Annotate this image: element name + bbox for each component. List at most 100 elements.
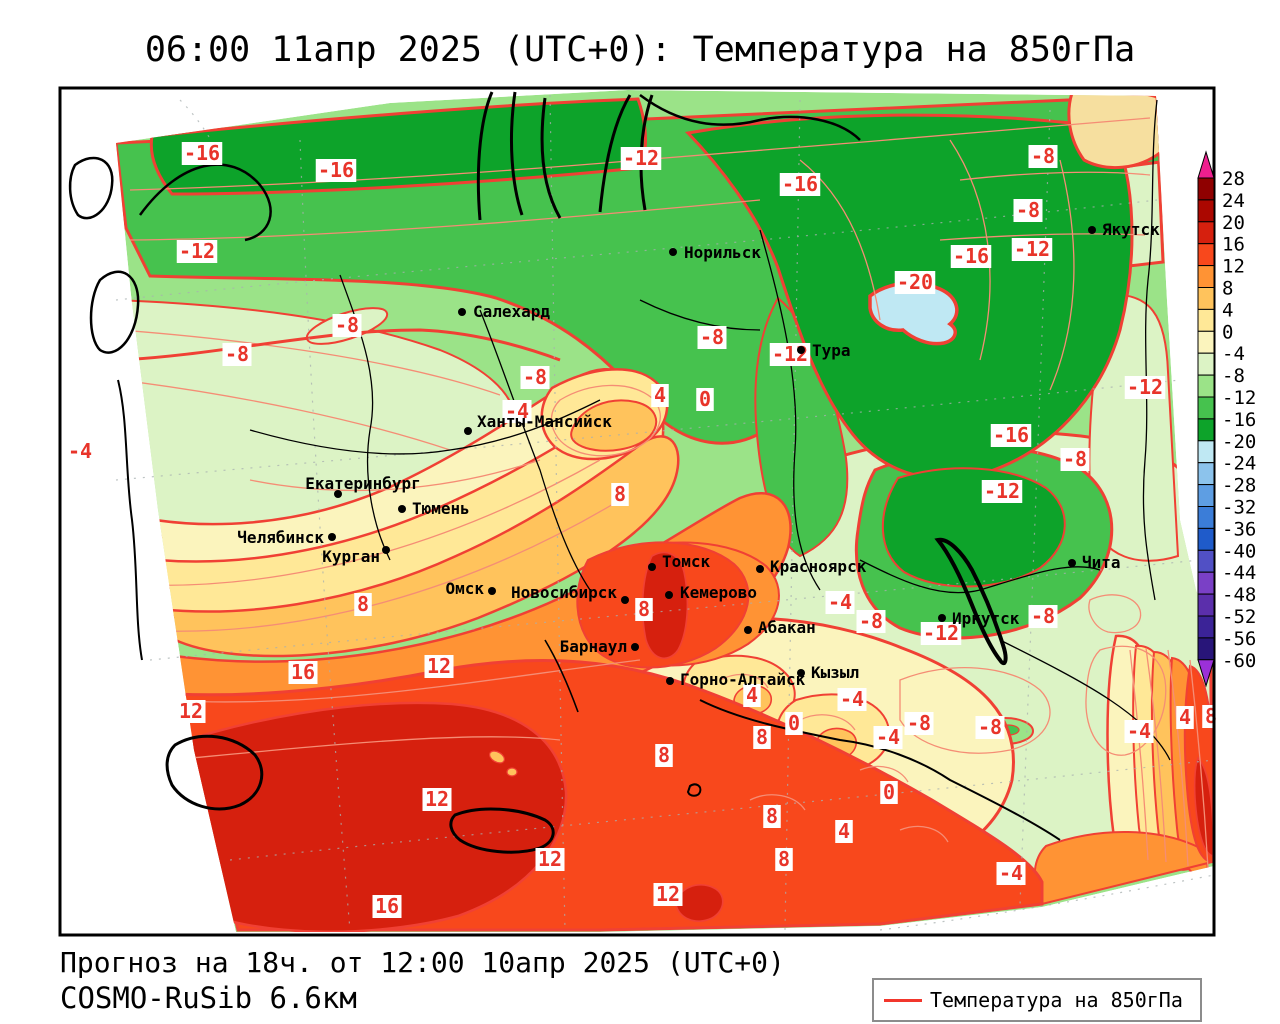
contour-label: 12: [176, 699, 206, 723]
contour-label: -8: [1028, 604, 1058, 628]
legend-label: Температура на 850гПа: [930, 988, 1183, 1012]
contour-label-text: -12: [1014, 237, 1050, 261]
city-dot: [756, 565, 764, 573]
city-label: Якутск: [1102, 220, 1160, 239]
contour-label-text: -8: [523, 365, 547, 389]
city-marker: Салехард: [458, 302, 550, 321]
state-border: [699, 699, 1061, 841]
colorbar-box: [1197, 615, 1215, 639]
contour-label: 16: [288, 660, 318, 684]
coastline: [138, 163, 272, 242]
colorbar-tick-label: -48: [1222, 584, 1256, 606]
city-dot: [382, 546, 390, 554]
city-marker: Чита: [1068, 553, 1121, 572]
admin-border: [759, 229, 821, 591]
city-marker: Барнаул: [560, 637, 639, 656]
contour-label: -16: [779, 172, 821, 196]
left-coast-shape: [68, 156, 114, 220]
contour-label-text: 8: [766, 804, 778, 828]
contour-label: 8: [635, 597, 653, 621]
city-marker: Челябинск: [237, 528, 336, 547]
contour-label-text: 4: [654, 383, 666, 407]
contour-label-text: 4: [1179, 705, 1191, 729]
city-label: Ханты-Мансийск: [477, 412, 612, 431]
city-dot: [797, 669, 805, 677]
contour-label: -8: [904, 711, 934, 735]
colorbar-tick-label: -16: [1222, 409, 1256, 431]
colorbar: 2824201612840-4-8-12-16-20-24-28-32-36-4…: [1197, 150, 1256, 688]
city-label: Курган: [322, 547, 380, 566]
contour-label: -16: [950, 244, 992, 268]
contour-label: 0: [880, 780, 898, 804]
contour-label: -4: [873, 725, 903, 749]
city-dot: [464, 427, 472, 435]
contour-label: 8: [655, 743, 673, 767]
city-label: Челябинск: [237, 528, 324, 547]
city-label: Тура: [812, 341, 851, 360]
colorbar-tick-label: -40: [1222, 540, 1256, 562]
legend-line-sample: [884, 998, 922, 1002]
contour-label: -12: [176, 239, 218, 263]
city-dot: [669, 248, 677, 256]
contour-label-text: -12: [772, 342, 808, 366]
city-marker: Новосибирск: [511, 583, 629, 604]
contour-label: 4: [743, 683, 761, 707]
contour-label-text: -4: [1127, 719, 1151, 743]
colorbar-tick-label: 0: [1222, 321, 1233, 343]
contour-label-text: -4: [999, 861, 1023, 885]
contour-label-text: -12: [623, 146, 659, 170]
contour-label: 12: [535, 847, 565, 871]
contour-label-text: -8: [1063, 447, 1087, 471]
colorbar-box: [1197, 265, 1215, 289]
city-marker: Тура: [797, 341, 851, 360]
contour-label: 8: [753, 725, 771, 749]
contour-label-text: 12: [656, 882, 680, 906]
city-marker: Кемерово: [665, 583, 757, 602]
city-dot: [1088, 226, 1096, 234]
city-dot: [744, 626, 752, 634]
city-dot: [621, 596, 629, 604]
city-dot: [797, 346, 805, 354]
admin-border: [544, 639, 579, 713]
city-marker: Норильск: [669, 243, 761, 262]
colorbar-tick-label: -4: [1222, 343, 1245, 365]
contour-label: 12: [653, 882, 683, 906]
colorbar-tick-label: -32: [1222, 497, 1256, 519]
contour-label: 4: [1176, 705, 1194, 729]
colorbar-box: [1197, 177, 1215, 201]
contour-label-text: 4: [838, 819, 850, 843]
contour-label-text: -8: [907, 711, 931, 735]
contour-label: -8: [1013, 198, 1043, 222]
colorbar-box: [1197, 287, 1215, 310]
city-marker: Ханты-Мансийск: [464, 412, 612, 435]
colorbar-box: [1197, 396, 1215, 420]
city-marker: Красноярск: [756, 557, 867, 576]
contour-label: 8: [611, 482, 629, 506]
contour-label: -20: [894, 270, 936, 294]
colorbar-box: [1197, 199, 1215, 223]
contour-label: -12: [1124, 375, 1166, 399]
colorbar-tick-label: -28: [1222, 475, 1256, 497]
contour-label: -4: [65, 439, 95, 463]
colorbar-tick-label: -60: [1222, 650, 1256, 672]
graticule: [115, 94, 1215, 931]
contour-label-text: -8: [335, 313, 359, 337]
contour-label-text: -4: [68, 439, 92, 463]
colorbar-box: [1197, 374, 1215, 398]
lake-baikal: [934, 537, 1008, 666]
contour-label-text: 0: [788, 711, 800, 735]
contour-label: -8: [222, 342, 252, 366]
contour-label-text: 8: [638, 597, 650, 621]
contour-label: -8: [1028, 144, 1058, 168]
city-marker: Екатеринбург: [305, 474, 421, 498]
contour-label: -12: [920, 621, 962, 645]
contour-label: -12: [1011, 237, 1053, 261]
city-dot: [631, 643, 639, 651]
contour-label-text: 12: [179, 699, 203, 723]
geography: [68, 91, 1171, 854]
ural-line: [117, 379, 143, 661]
colorbar-box: [1197, 462, 1215, 486]
city-dot: [648, 563, 656, 571]
contour-label: -16: [315, 158, 357, 182]
contour-lines-minor: [119, 117, 1209, 869]
